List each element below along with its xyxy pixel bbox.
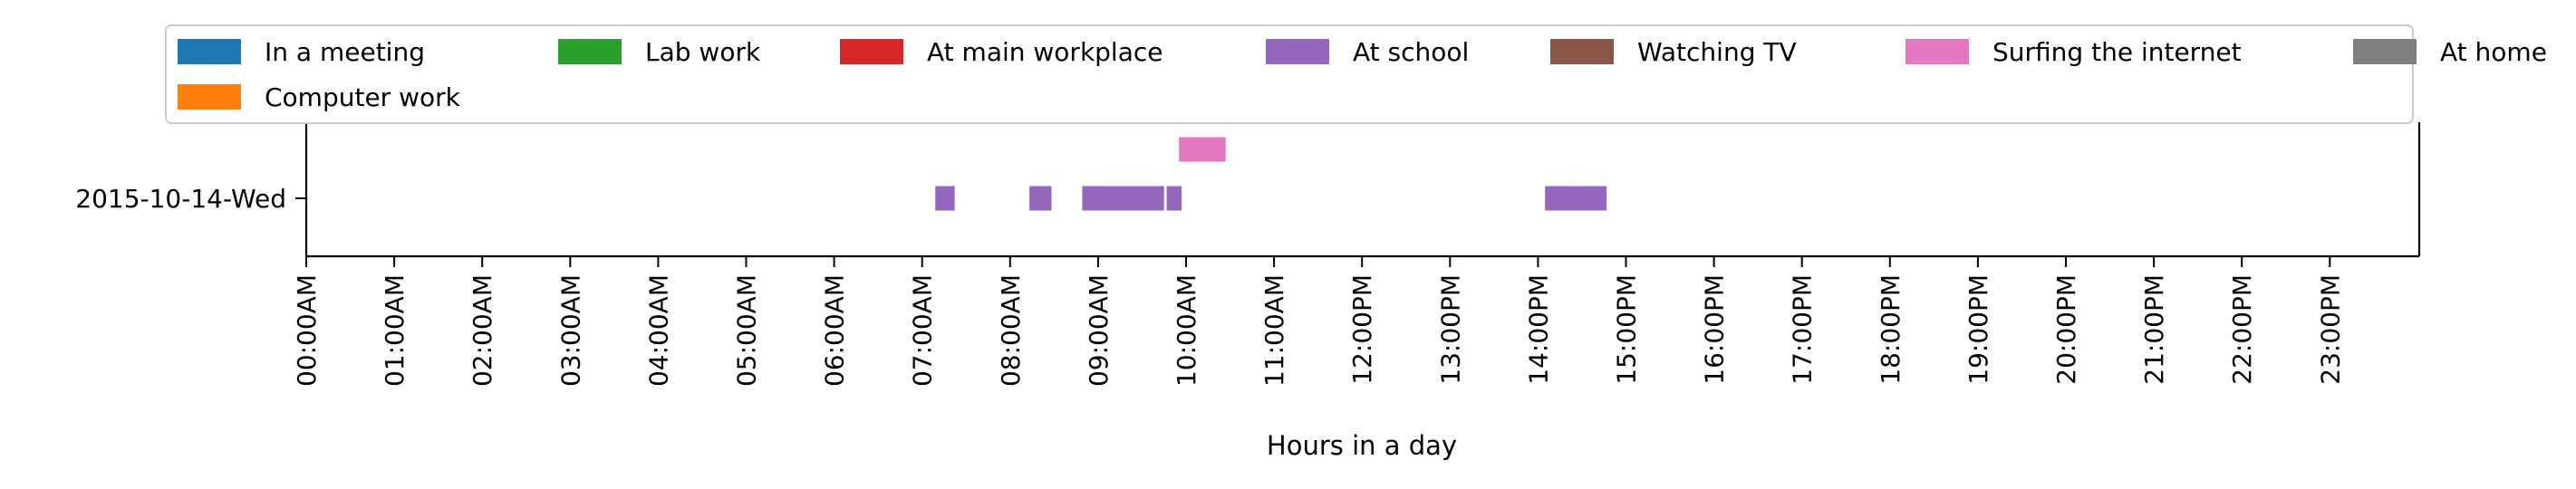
legend-swatch (558, 39, 622, 64)
legend-swatch (2353, 39, 2417, 64)
y-axis: 2015-10-14-Wed (75, 184, 306, 214)
x-tick-label: 18:00PM (1876, 274, 1905, 385)
legend-label: Watching TV (1637, 37, 1797, 67)
x-tick-label: 07:00AM (908, 274, 938, 387)
legend-label: Surfing the internet (1992, 37, 2242, 67)
x-tick-label: 12:00PM (1347, 274, 1377, 385)
x-tick-label: 19:00PM (1963, 274, 1993, 385)
legend-label: In a meeting (265, 37, 425, 67)
x-tick-label: 10:00AM (1172, 274, 1201, 387)
x-tick-label: 13:00PM (1435, 274, 1465, 385)
x-tick-label: 14:00PM (1523, 274, 1553, 385)
x-tick-label: 06:00AM (820, 274, 850, 387)
legend: In a meeting Lab work At main workplace At … (165, 24, 2547, 124)
x-tick-label: 03:00AM (555, 274, 585, 387)
x-tick-label: 17:00PM (1788, 274, 1818, 385)
x-axis-label: Hours in a day (1267, 430, 1457, 461)
legend-box (165, 24, 2414, 124)
legend-swatch (840, 39, 903, 64)
x-tick-label: 04:00AM (643, 274, 673, 387)
x-tick-label: 22:00PM (2227, 274, 2257, 385)
x-tick-label: 20:00PM (2051, 274, 2081, 385)
x-tick-label: 15:00PM (1612, 274, 1642, 385)
activity-bar (1179, 137, 1226, 162)
x-tick-label: 00:00AM (292, 274, 322, 387)
legend-label: Lab work (645, 37, 761, 67)
legend-swatch (178, 39, 241, 64)
legend-swatch (1905, 39, 1969, 64)
activity-bar (1082, 186, 1164, 211)
activity-bar (1166, 186, 1182, 211)
activity-bar (1545, 186, 1607, 211)
activity-bar (1029, 186, 1052, 211)
legend-swatch (1550, 39, 1614, 64)
x-tick-label: 16:00PM (1700, 274, 1730, 385)
legend-label: At school (1353, 37, 1469, 67)
x-tick-label: 23:00PM (2315, 274, 2345, 385)
activity-segments (935, 137, 1607, 211)
legend-label: Computer work (265, 82, 461, 112)
x-tick-label: 21:00PM (2139, 274, 2169, 385)
x-tick-label: 05:00AM (732, 274, 762, 387)
x-axis: 00:00AM 01:00AM 02:00AM 03:00AM 04:00AM 05:00… (292, 256, 2345, 387)
x-tick-label: 11:00AM (1259, 274, 1289, 387)
legend-label: At home (2440, 37, 2547, 67)
x-tick-label: 09:00AM (1084, 274, 1114, 387)
legend-swatch (1266, 39, 1329, 64)
x-tick-label: 01:00AM (380, 274, 410, 387)
plot-frame (304, 122, 2421, 258)
x-tick-label: 08:00AM (996, 274, 1026, 387)
activity-bar (935, 186, 955, 211)
y-tick-label: 2015-10-14-Wed (75, 184, 286, 214)
legend-swatch (178, 84, 241, 110)
legend-label: At main workplace (927, 37, 1163, 67)
x-tick-label: 02:00AM (468, 274, 497, 387)
